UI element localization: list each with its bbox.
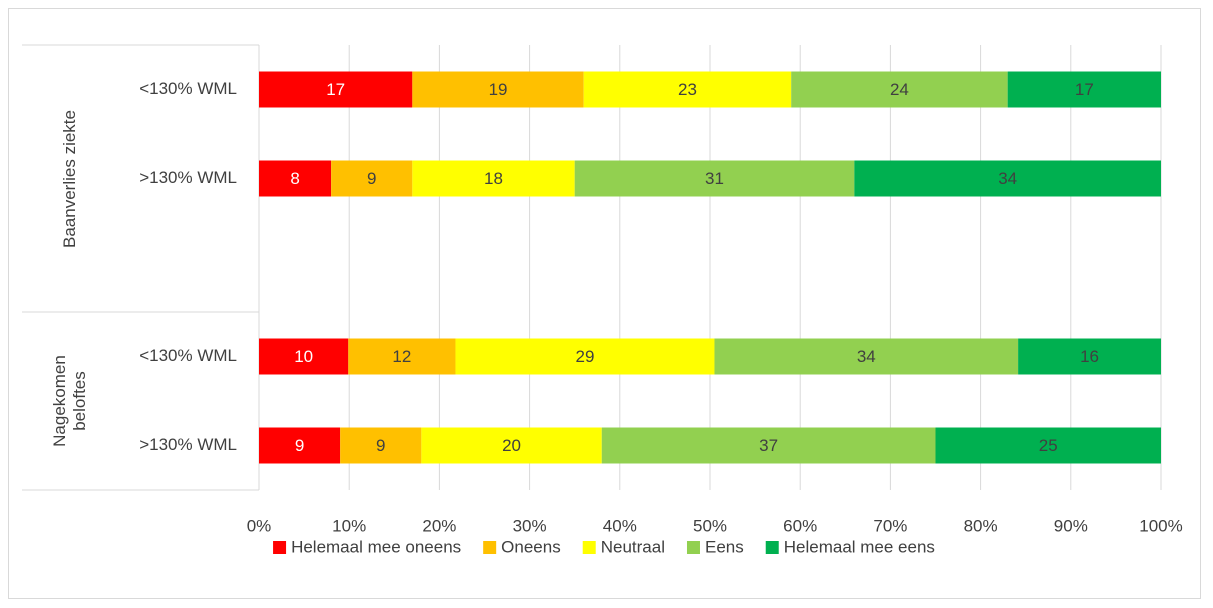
- group-label: Baanverlies ziekte: [60, 109, 79, 248]
- data-label: 25: [1039, 436, 1058, 455]
- data-label: 17: [326, 80, 345, 99]
- bar-segment: [348, 338, 456, 375]
- bar-segment: [1007, 71, 1161, 108]
- legend-label: Helemaal mee eens: [784, 537, 935, 556]
- bar-segment: [854, 160, 1161, 197]
- legend-label: Oneens: [501, 537, 561, 556]
- bar-segment: [259, 427, 341, 464]
- data-label: 19: [489, 80, 508, 99]
- data-label: 37: [759, 436, 778, 455]
- chart-border: [8, 8, 1201, 599]
- legend-swatch: [765, 541, 779, 554]
- y-tick-label: <130% WML: [139, 346, 237, 365]
- x-tick-label: 70%: [873, 516, 907, 535]
- bar-segment: [791, 71, 1008, 108]
- bar-segment: [455, 338, 715, 375]
- legend-swatch: [483, 541, 497, 554]
- x-tick-label: 40%: [603, 516, 637, 535]
- bar-segment: [1018, 338, 1161, 375]
- x-tick-label: 10%: [332, 516, 366, 535]
- data-label: 34: [998, 169, 1017, 188]
- data-label: 8: [290, 169, 299, 188]
- legend-label: Helemaal mee oneens: [291, 537, 461, 556]
- data-label: 34: [857, 347, 876, 366]
- bar-segment: [259, 71, 413, 108]
- data-label: 9: [367, 169, 376, 188]
- x-tick-label: 20%: [422, 516, 456, 535]
- bar-segment: [412, 71, 584, 108]
- group-label: Nagekomen beloftes: [50, 355, 89, 447]
- legend-swatch: [582, 541, 596, 554]
- x-tick-label: 100%: [1139, 516, 1182, 535]
- data-label: 17: [1075, 80, 1094, 99]
- x-tick-label: 50%: [693, 516, 727, 535]
- data-label: 10: [294, 347, 313, 366]
- bar-segment: [574, 160, 855, 197]
- bar-segment: [421, 427, 602, 464]
- data-label: 9: [376, 436, 385, 455]
- bar-segment: [259, 338, 349, 375]
- data-label: 20: [502, 436, 521, 455]
- bar-segment: [412, 160, 575, 197]
- data-label: 18: [484, 169, 503, 188]
- legend-swatch: [686, 541, 700, 554]
- bar-segment: [583, 71, 792, 108]
- data-label: 23: [678, 80, 697, 99]
- bar-segment: [259, 160, 332, 197]
- x-tick-label: 0%: [247, 516, 272, 535]
- x-tick-label: 90%: [1054, 516, 1088, 535]
- bar-segment: [340, 427, 422, 464]
- bar-segment: [331, 160, 413, 197]
- data-label: 29: [576, 347, 595, 366]
- data-label: 31: [705, 169, 724, 188]
- data-label: 24: [890, 80, 909, 99]
- data-label: 12: [392, 347, 411, 366]
- y-tick-label: >130% WML: [139, 168, 237, 187]
- x-tick-label: 60%: [783, 516, 817, 535]
- bar-segment: [935, 427, 1161, 464]
- bar-segment: [714, 338, 1019, 375]
- data-label: 9: [295, 436, 304, 455]
- y-tick-label: <130% WML: [139, 79, 237, 98]
- legend-label: Eens: [705, 537, 744, 556]
- legend-swatch: [273, 541, 287, 554]
- legend-label: Neutraal: [601, 537, 665, 556]
- x-tick-label: 30%: [513, 516, 547, 535]
- bar-segment: [601, 427, 936, 464]
- y-tick-label: >130% WML: [139, 435, 237, 454]
- data-label: 16: [1080, 347, 1099, 366]
- x-tick-label: 80%: [964, 516, 998, 535]
